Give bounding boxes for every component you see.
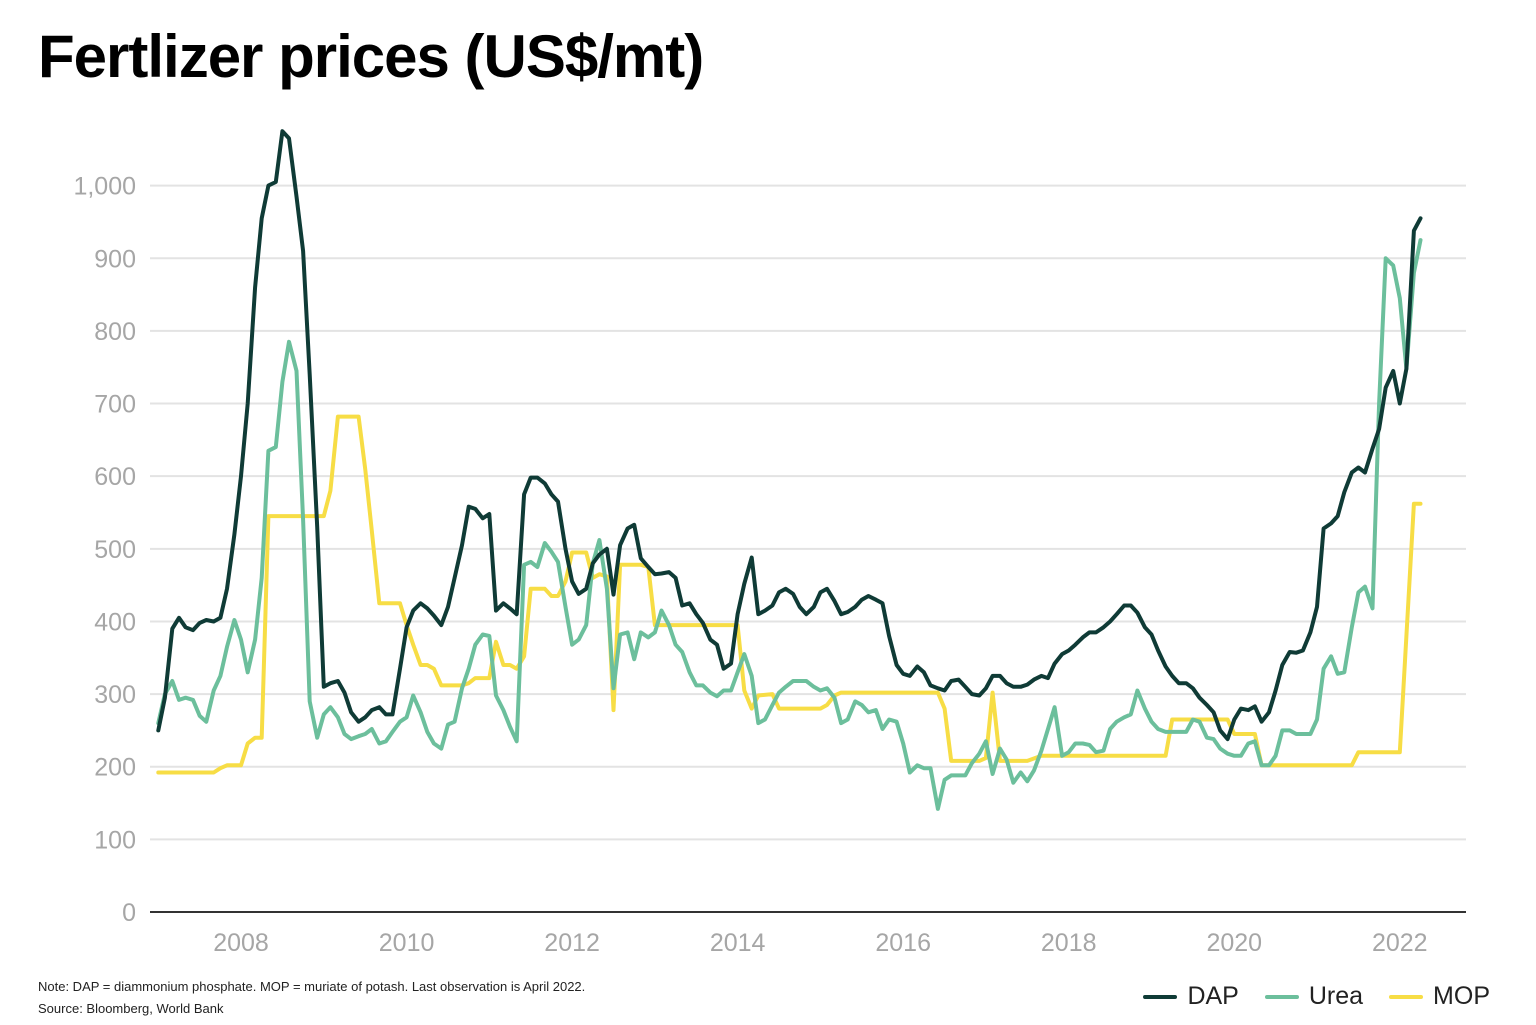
y-tick-label: 300 xyxy=(94,681,136,709)
y-tick-label: 1,000 xyxy=(73,173,136,201)
y-tick-label: 700 xyxy=(94,391,136,419)
x-tick-label: 2018 xyxy=(1041,929,1097,957)
y-tick-label: 200 xyxy=(94,754,136,782)
x-tick-label: 2016 xyxy=(875,929,931,957)
y-tick-label: 600 xyxy=(94,463,136,491)
x-tick-label: 2012 xyxy=(544,929,600,957)
page-title: Fertlizer prices (US$/mt) xyxy=(38,23,704,90)
y-axis-ticks: 0 100 200 300 400 500 600 700 800 900 1,000 xyxy=(73,173,136,927)
x-tick-label: 2008 xyxy=(213,929,269,957)
gridlines xyxy=(150,184,1466,841)
x-tick-label: 2022 xyxy=(1372,929,1428,957)
y-tick-label: 100 xyxy=(94,826,136,854)
legend-label-mop: MOP xyxy=(1433,982,1490,1010)
x-axis-ticks: 2008 2010 2012 2014 2016 2018 2020 2022 xyxy=(213,929,1427,957)
legend-item-dap: DAP xyxy=(1143,982,1239,1011)
legend-swatch-mop xyxy=(1389,994,1424,999)
series-line-dap xyxy=(156,129,1423,742)
x-tick-label: 2020 xyxy=(1206,929,1262,957)
legend-item-mop: MOP xyxy=(1389,982,1490,1011)
chart-note: Note: DAP = diammonium phosphate. MOP = … xyxy=(38,979,586,994)
legend-label-urea: Urea xyxy=(1308,982,1364,1010)
x-tick-label: 2014 xyxy=(710,929,766,957)
legend-swatch-urea xyxy=(1264,994,1299,999)
x-tick-label: 2010 xyxy=(379,929,435,957)
legend-swatch-dap xyxy=(1143,994,1178,999)
y-tick-label: 400 xyxy=(94,608,136,636)
chart-source: Source: Bloomberg, World Bank xyxy=(38,1001,224,1016)
legend-item-urea: Urea xyxy=(1264,982,1364,1011)
series-line-urea xyxy=(156,238,1423,811)
y-tick-label: 800 xyxy=(94,318,136,346)
legend: DAP Urea MOP xyxy=(1143,982,1490,1011)
legend-label-dap: DAP xyxy=(1187,982,1239,1010)
y-tick-label: 0 xyxy=(122,899,136,927)
y-tick-label: 900 xyxy=(94,245,136,273)
series-lines xyxy=(156,129,1423,811)
y-tick-label: 500 xyxy=(94,536,136,564)
series-line-mop xyxy=(156,414,1423,775)
